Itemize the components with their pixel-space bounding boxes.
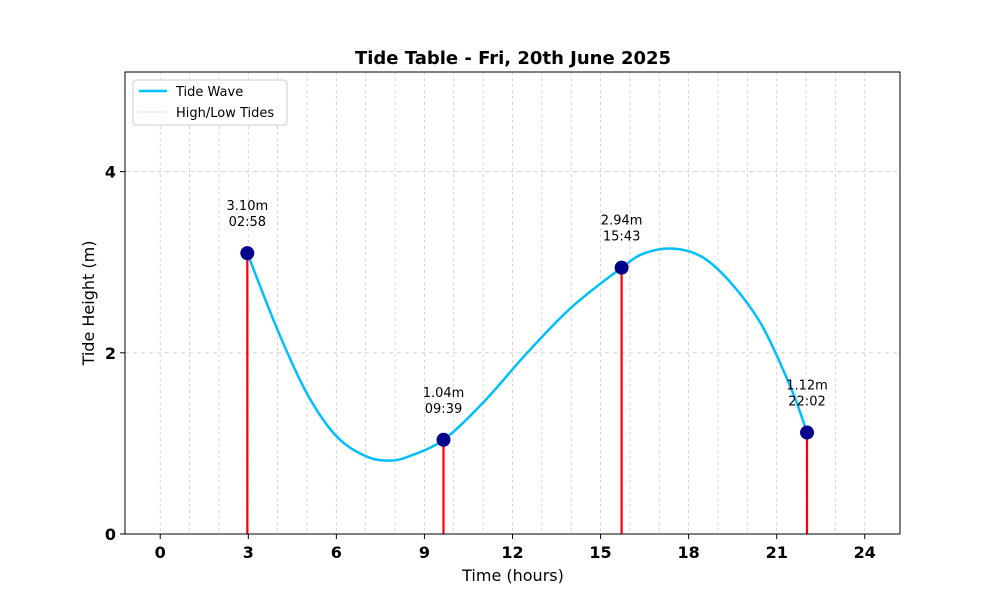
- x-tick-label: 3: [243, 543, 254, 562]
- grid-lines: [125, 72, 900, 534]
- tide-marker: [436, 432, 451, 447]
- y-axis-label: Tide Height (m): [79, 241, 98, 367]
- x-axis-label: Time (hours): [461, 566, 564, 585]
- y-tick-label: 4: [105, 163, 116, 182]
- x-ticks: 0 3 6 9 12 15 18 21 24: [155, 534, 876, 562]
- tide-annotation: 3.10m 02:58: [227, 199, 269, 230]
- x-tick-label: 0: [155, 543, 166, 562]
- tide-annotation: 1.12m 22:02: [786, 379, 828, 410]
- tide-stems: [246, 253, 809, 534]
- x-tick-label: 6: [331, 543, 342, 562]
- x-tick-label: 21: [766, 543, 788, 562]
- tide-annotation: 2.94m 15:43: [601, 214, 643, 245]
- tide-annotation: 1.04m 09:39: [423, 386, 465, 417]
- chart-title: Tide Table - Fri, 20th June 2025: [355, 48, 671, 69]
- x-tick-label: 15: [589, 543, 611, 562]
- tide-wave-line: [246, 247, 809, 462]
- tide-marker: [614, 260, 629, 275]
- legend-tides-label: High/Low Tides: [176, 106, 274, 121]
- tide-marker: [800, 425, 815, 440]
- legend-box: [132, 79, 288, 126]
- x-tick-label: 9: [419, 543, 430, 562]
- tide-markers: [240, 246, 815, 447]
- legend: Tide Wave High/Low Tides: [132, 79, 288, 126]
- x-tick-label: 18: [678, 543, 700, 562]
- y-ticks: 0 2 4: [105, 163, 125, 544]
- tide-marker: [240, 246, 255, 261]
- y-tick-label: 0: [105, 525, 116, 544]
- tide-annotations: 3.10m 02:58 1.04m 09:39 2.94m 15:43 1.12m 22:02: [227, 199, 828, 417]
- legend-wave-label: Tide Wave: [175, 85, 243, 100]
- x-tick-label: 24: [854, 543, 876, 562]
- y-tick-label: 2: [105, 344, 116, 363]
- x-tick-label: 12: [501, 543, 523, 562]
